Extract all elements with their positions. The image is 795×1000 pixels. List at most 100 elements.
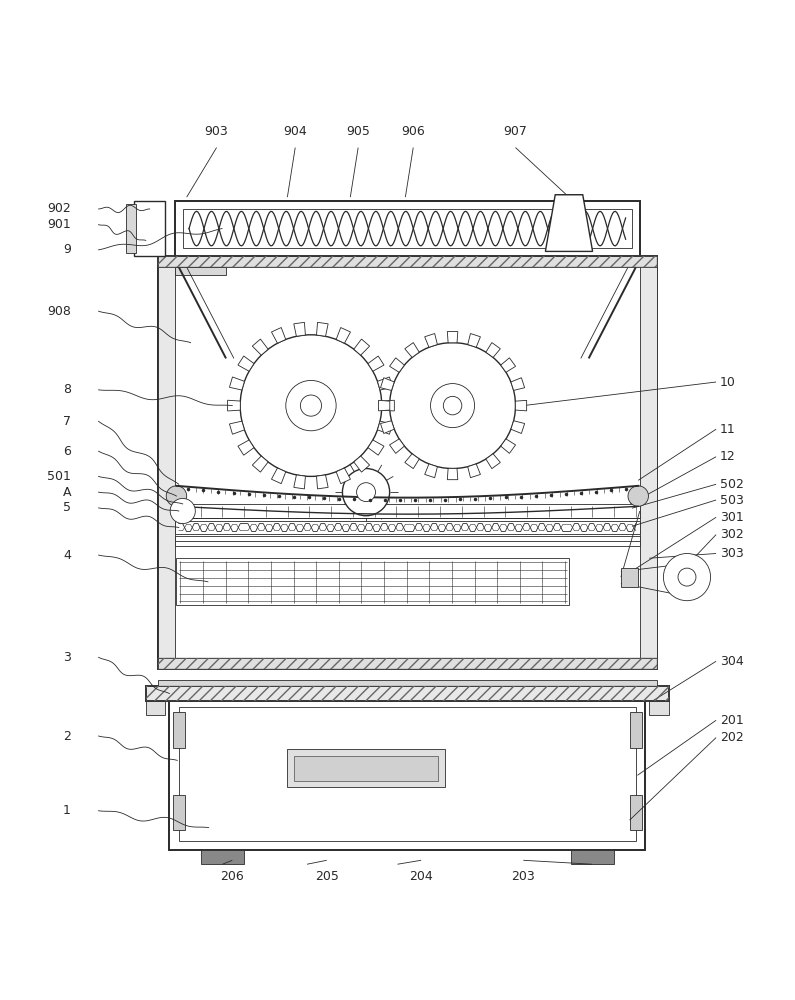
Bar <box>175 267 226 275</box>
Bar <box>145 686 669 701</box>
Polygon shape <box>486 343 500 357</box>
Polygon shape <box>252 456 268 472</box>
Bar <box>175 536 640 546</box>
Polygon shape <box>382 400 394 411</box>
Text: 202: 202 <box>720 731 744 744</box>
Polygon shape <box>511 378 525 390</box>
Circle shape <box>170 498 196 524</box>
Text: 201: 201 <box>720 714 744 727</box>
Bar <box>287 749 444 787</box>
Polygon shape <box>227 400 240 411</box>
Bar <box>175 504 640 518</box>
Text: 205: 205 <box>315 870 339 883</box>
Circle shape <box>390 343 515 469</box>
Bar <box>145 701 165 715</box>
Text: 3: 3 <box>63 651 71 664</box>
Polygon shape <box>448 332 458 343</box>
Polygon shape <box>381 378 394 390</box>
Polygon shape <box>238 356 254 371</box>
Bar <box>640 256 657 669</box>
Text: 206: 206 <box>220 870 244 883</box>
Text: 501: 501 <box>47 470 71 483</box>
Bar <box>134 201 165 256</box>
Bar <box>179 707 636 841</box>
Text: 204: 204 <box>409 870 433 883</box>
Text: 7: 7 <box>63 415 71 428</box>
Bar <box>650 701 669 715</box>
Text: 1: 1 <box>63 804 71 817</box>
Polygon shape <box>336 468 351 484</box>
Bar <box>157 256 175 669</box>
Polygon shape <box>294 322 305 336</box>
Circle shape <box>444 396 462 415</box>
Polygon shape <box>501 439 516 453</box>
Bar <box>630 795 642 830</box>
Text: 301: 301 <box>720 511 744 524</box>
Polygon shape <box>354 456 370 472</box>
Text: 905: 905 <box>347 125 370 138</box>
Bar <box>157 256 657 267</box>
Text: 2: 2 <box>63 730 71 742</box>
Text: 304: 304 <box>720 655 744 668</box>
Polygon shape <box>405 343 419 357</box>
Polygon shape <box>271 468 285 484</box>
Text: 203: 203 <box>511 870 535 883</box>
Circle shape <box>678 568 696 586</box>
Text: 302: 302 <box>720 528 744 541</box>
Polygon shape <box>405 454 419 469</box>
Text: 901: 901 <box>47 218 71 231</box>
Text: 902: 902 <box>47 202 71 215</box>
Circle shape <box>357 483 375 502</box>
Bar <box>176 558 569 605</box>
Bar <box>571 850 614 864</box>
Bar <box>126 204 135 253</box>
Circle shape <box>431 384 475 428</box>
Bar <box>169 701 646 850</box>
Polygon shape <box>501 358 516 372</box>
Bar <box>175 201 640 256</box>
Text: 904: 904 <box>283 125 307 138</box>
Text: 8: 8 <box>63 383 71 396</box>
Bar <box>175 521 640 534</box>
Bar <box>157 256 657 669</box>
Polygon shape <box>294 475 305 489</box>
Bar <box>173 712 185 748</box>
Polygon shape <box>448 468 458 480</box>
Polygon shape <box>467 464 480 478</box>
Polygon shape <box>511 421 525 433</box>
Text: 11: 11 <box>720 423 736 436</box>
Circle shape <box>166 486 187 506</box>
Polygon shape <box>486 454 500 469</box>
Text: 5: 5 <box>63 501 71 514</box>
Polygon shape <box>515 400 526 411</box>
Polygon shape <box>378 421 393 434</box>
Bar <box>157 658 657 669</box>
Circle shape <box>663 553 711 601</box>
Text: 9: 9 <box>63 243 71 256</box>
Text: 12: 12 <box>720 450 736 463</box>
Polygon shape <box>252 339 268 355</box>
Polygon shape <box>230 377 244 390</box>
Polygon shape <box>368 356 384 371</box>
Text: 10: 10 <box>720 375 736 388</box>
Polygon shape <box>316 475 328 489</box>
Polygon shape <box>467 334 480 347</box>
Polygon shape <box>368 440 384 455</box>
Polygon shape <box>378 377 393 390</box>
Text: 907: 907 <box>503 125 527 138</box>
Text: 6: 6 <box>63 445 71 458</box>
Polygon shape <box>316 322 328 336</box>
Polygon shape <box>238 440 254 455</box>
Bar <box>201 850 244 864</box>
Circle shape <box>628 486 649 506</box>
Bar <box>630 712 642 748</box>
Polygon shape <box>390 439 405 453</box>
Polygon shape <box>336 328 351 343</box>
Polygon shape <box>378 400 390 411</box>
Bar <box>293 756 438 781</box>
Circle shape <box>240 335 382 476</box>
Text: 4: 4 <box>63 549 71 562</box>
Bar <box>621 568 638 587</box>
Polygon shape <box>354 339 370 355</box>
Text: 303: 303 <box>720 547 744 560</box>
